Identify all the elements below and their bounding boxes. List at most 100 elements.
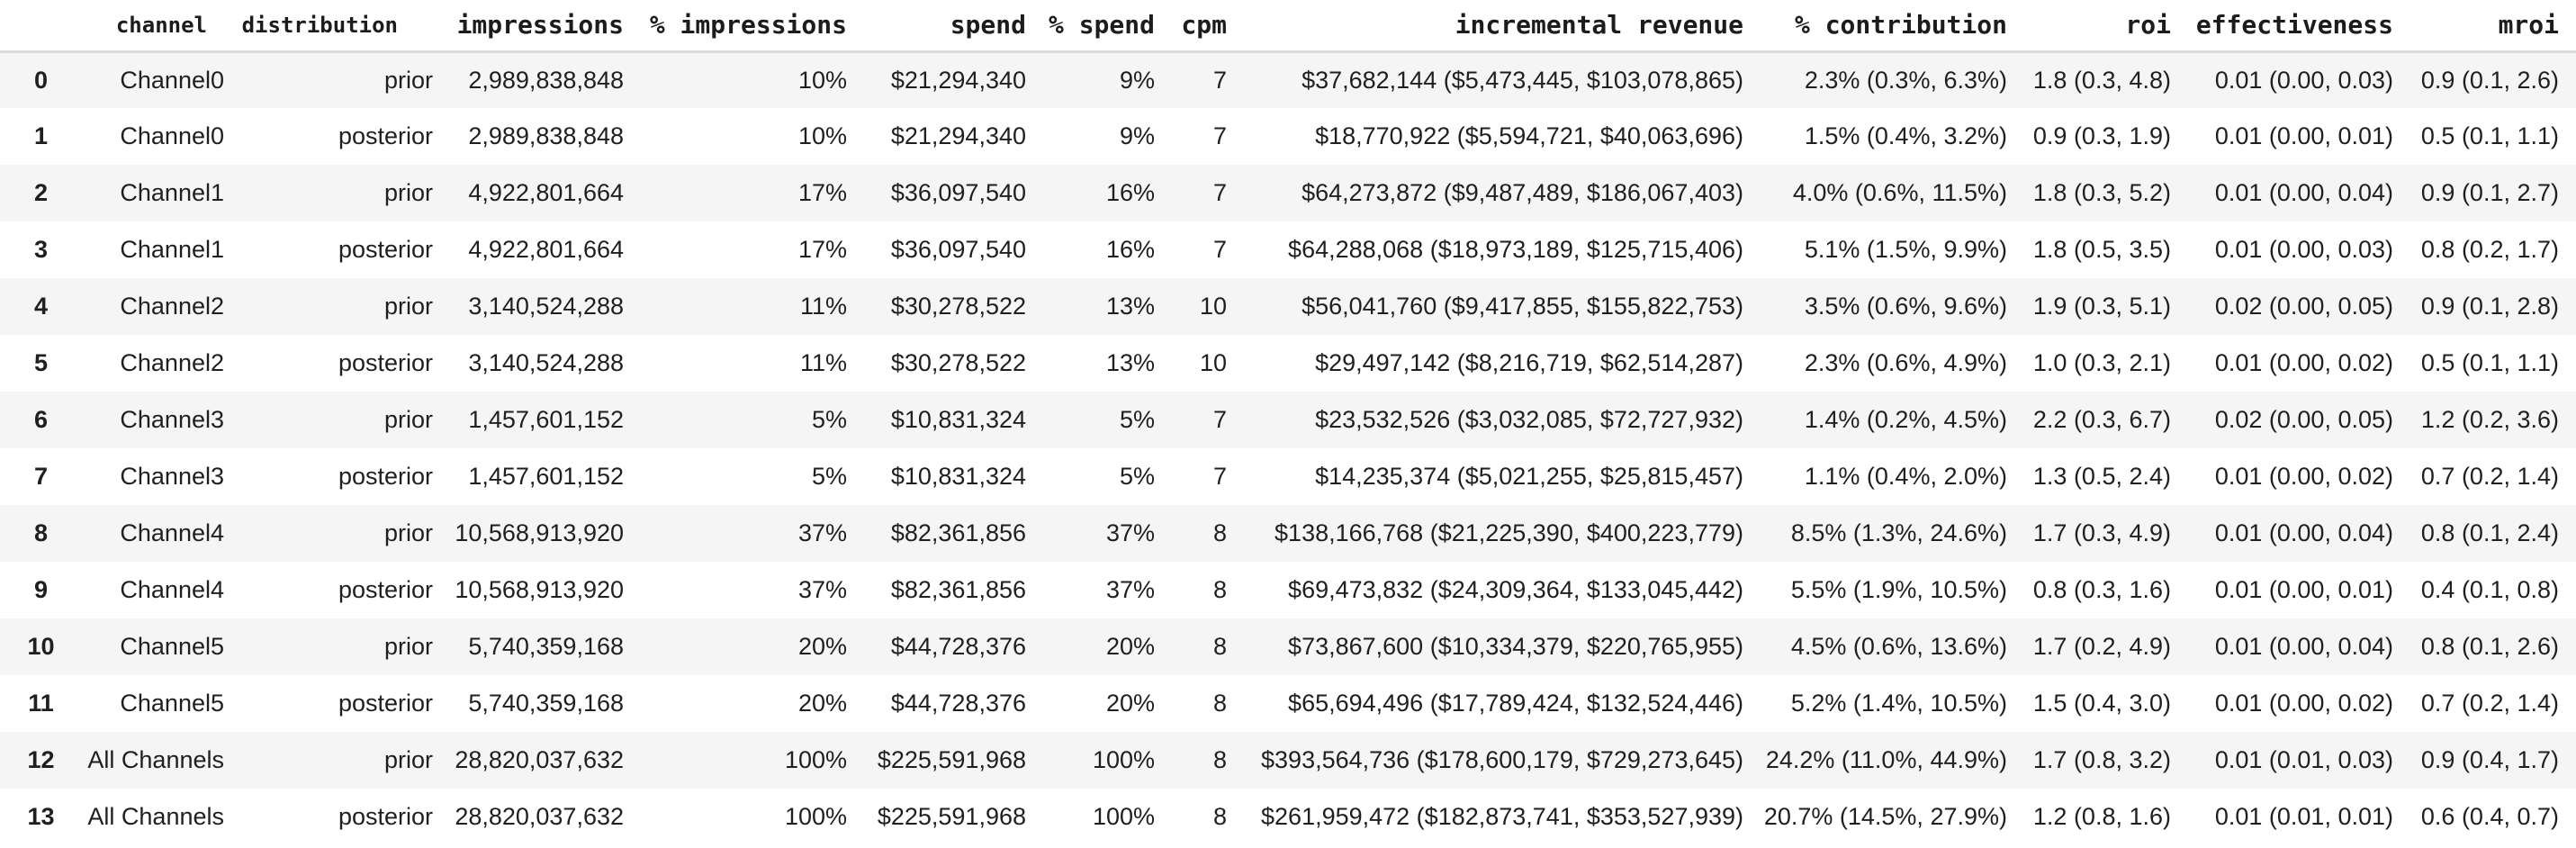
cell-spend: $30,278,522: [890, 349, 1026, 376]
table-row: 12 All Channels prior 28,820,037,632 100% $22…: [0, 732, 2576, 789]
cell-effectiveness: 0.02 (0.00, 0.05): [2214, 293, 2393, 320]
header-distribution: distribution: [241, 12, 398, 38]
cell-effectiveness: 0.01 (0.00, 0.01): [2214, 576, 2393, 603]
cell-mroi: 0.7 (0.2, 1.4): [2420, 690, 2559, 717]
cell-incremental-revenue: $73,867,600 ($10,334,379, $220,765,955): [1288, 633, 1743, 660]
header-row: channel distribution impressions % impre…: [0, 0, 2576, 51]
cell-roi: 1.3 (0.5, 2.4): [2032, 463, 2171, 490]
table-row: 8 Channel4 prior 10,568,913,920 37% $82,361,8…: [0, 505, 2576, 562]
cell-pct-contribution: 2.3% (0.3%, 6.3%): [1804, 66, 2007, 94]
cell-pct-impressions: 37%: [797, 519, 847, 546]
cell-mroi: 0.8 (0.1, 2.4): [2420, 519, 2559, 546]
cell-distribution: posterior: [338, 349, 433, 376]
cell-pct-contribution: 5.5% (1.9%, 10.5%): [1790, 576, 2007, 603]
cell-effectiveness: 0.01 (0.01, 0.01): [2214, 803, 2393, 830]
cell-distribution: posterior: [338, 122, 433, 149]
cell-pct-spend: 20%: [1105, 690, 1155, 717]
cell-cpm: 7: [1212, 236, 1227, 263]
cell-channel: Channel3: [120, 463, 224, 490]
cell-roi: 1.8 (0.3, 5.2): [2032, 179, 2171, 206]
cell-pct-contribution: 5.1% (1.5%, 9.9%): [1804, 236, 2007, 263]
cell-cpm: 8: [1212, 519, 1227, 546]
cell-row-index: 5: [33, 349, 49, 376]
cell-incremental-revenue: $393,564,736 ($178,600,179, $729,273,645…: [1261, 746, 1743, 773]
cell-pct-spend: 13%: [1105, 349, 1155, 376]
table-row: 0 Channel0 prior 2,989,838,848 10% $21,294,34…: [0, 51, 2576, 108]
cell-roi: 0.9 (0.3, 1.9): [2032, 122, 2171, 149]
cell-mroi: 0.6 (0.4, 0.7): [2420, 803, 2559, 830]
cell-impressions: 1,457,601,152: [468, 406, 624, 433]
cell-impressions: 5,740,359,168: [468, 633, 624, 660]
cell-incremental-revenue: $18,770,922 ($5,594,721, $40,063,696): [1315, 122, 1743, 149]
cell-mroi: 0.9 (0.1, 2.8): [2420, 293, 2559, 320]
cell-roi: 1.7 (0.8, 3.2): [2032, 746, 2171, 773]
cell-mroi: 0.5 (0.1, 1.1): [2420, 122, 2559, 149]
cell-pct-spend: 13%: [1105, 293, 1155, 320]
cell-pct-impressions: 100%: [784, 746, 847, 773]
cell-roi: 1.8 (0.5, 3.5): [2032, 236, 2171, 263]
cell-pct-contribution: 1.4% (0.2%, 4.5%): [1804, 406, 2007, 433]
cell-mroi: 0.7 (0.2, 1.4): [2420, 463, 2559, 490]
cell-pct-contribution: 2.3% (0.6%, 4.9%): [1804, 349, 2007, 376]
table-header: channel distribution impressions % impre…: [0, 0, 2576, 51]
header-effectiveness: effectiveness: [2195, 10, 2393, 41]
cell-channel: Channel5: [120, 633, 224, 660]
cell-impressions: 2,989,838,848: [468, 122, 624, 149]
cell-pct-impressions: 10%: [797, 122, 847, 149]
cell-incremental-revenue: $261,959,472 ($182,873,741, $353,527,939…: [1261, 803, 1743, 830]
cell-effectiveness: 0.01 (0.00, 0.04): [2214, 633, 2393, 660]
cell-row-index: 13: [27, 803, 55, 830]
cell-pct-impressions: 20%: [797, 690, 847, 717]
cell-roi: 1.7 (0.3, 4.9): [2032, 519, 2171, 546]
cell-row-index: 10: [27, 633, 55, 660]
cell-pct-spend: 100%: [1092, 803, 1155, 830]
cell-pct-spend: 20%: [1105, 633, 1155, 660]
cell-row-index: 6: [33, 406, 49, 433]
cell-distribution: posterior: [338, 803, 433, 830]
cell-pct-impressions: 10%: [797, 66, 847, 94]
cell-impressions: 1,457,601,152: [468, 463, 624, 490]
cell-row-index: 12: [27, 746, 55, 773]
cell-row-index: 9: [33, 576, 49, 603]
cell-pct-spend: 100%: [1092, 746, 1155, 773]
cell-incremental-revenue: $64,288,068 ($18,973,189, $125,715,406): [1288, 236, 1743, 263]
cell-pct-spend: 9%: [1119, 66, 1155, 94]
cell-pct-impressions: 20%: [797, 633, 847, 660]
cell-distribution: posterior: [338, 690, 433, 717]
cell-cpm: 7: [1212, 179, 1227, 206]
cell-spend: $10,831,324: [890, 406, 1026, 433]
cell-pct-contribution: 1.5% (0.4%, 3.2%): [1804, 122, 2007, 149]
cell-cpm: 10: [1199, 349, 1227, 376]
cell-row-index: 7: [33, 463, 49, 490]
cell-impressions: 10,568,913,920: [455, 519, 624, 546]
cell-distribution: prior: [383, 406, 433, 433]
cell-mroi: 0.8 (0.1, 2.6): [2420, 633, 2559, 660]
cell-row-index: 1: [33, 122, 49, 149]
cell-roi: 1.2 (0.8, 1.6): [2032, 803, 2171, 830]
cell-cpm: 8: [1212, 576, 1227, 603]
cell-pct-impressions: 100%: [784, 803, 847, 830]
cell-effectiveness: 0.01 (0.00, 0.02): [2214, 463, 2393, 490]
cell-effectiveness: 0.01 (0.00, 0.01): [2214, 122, 2393, 149]
header-pct-spend: % spend: [1048, 10, 1155, 41]
cell-pct-impressions: 17%: [797, 236, 847, 263]
cell-spend: $10,831,324: [890, 463, 1026, 490]
cell-spend: $225,591,968: [877, 746, 1026, 773]
cell-impressions: 3,140,524,288: [468, 293, 624, 320]
table-row: 6 Channel3 prior 1,457,601,152 5% $10,831,324…: [0, 392, 2576, 448]
cell-pct-contribution: 5.2% (1.4%, 10.5%): [1790, 690, 2007, 717]
cell-row-index: 4: [33, 293, 49, 320]
cell-pct-contribution: 8.5% (1.3%, 24.6%): [1790, 519, 2007, 546]
cell-mroi: 0.9 (0.1, 2.7): [2420, 179, 2559, 206]
cell-mroi: 0.5 (0.1, 1.1): [2420, 349, 2559, 376]
cell-roi: 1.8 (0.3, 4.8): [2032, 66, 2171, 94]
cell-roi: 1.5 (0.4, 3.0): [2032, 690, 2171, 717]
cell-roi: 1.7 (0.2, 4.9): [2032, 633, 2171, 660]
cell-pct-spend: 37%: [1105, 576, 1155, 603]
table-row: 9 Channel4 posterior 10,568,913,920 37% $82,3…: [0, 562, 2576, 618]
cell-pct-impressions: 37%: [797, 576, 847, 603]
cell-pct-contribution: 24.2% (11.0%, 44.9%): [1765, 746, 2007, 773]
cell-effectiveness: 0.01 (0.00, 0.02): [2214, 349, 2393, 376]
